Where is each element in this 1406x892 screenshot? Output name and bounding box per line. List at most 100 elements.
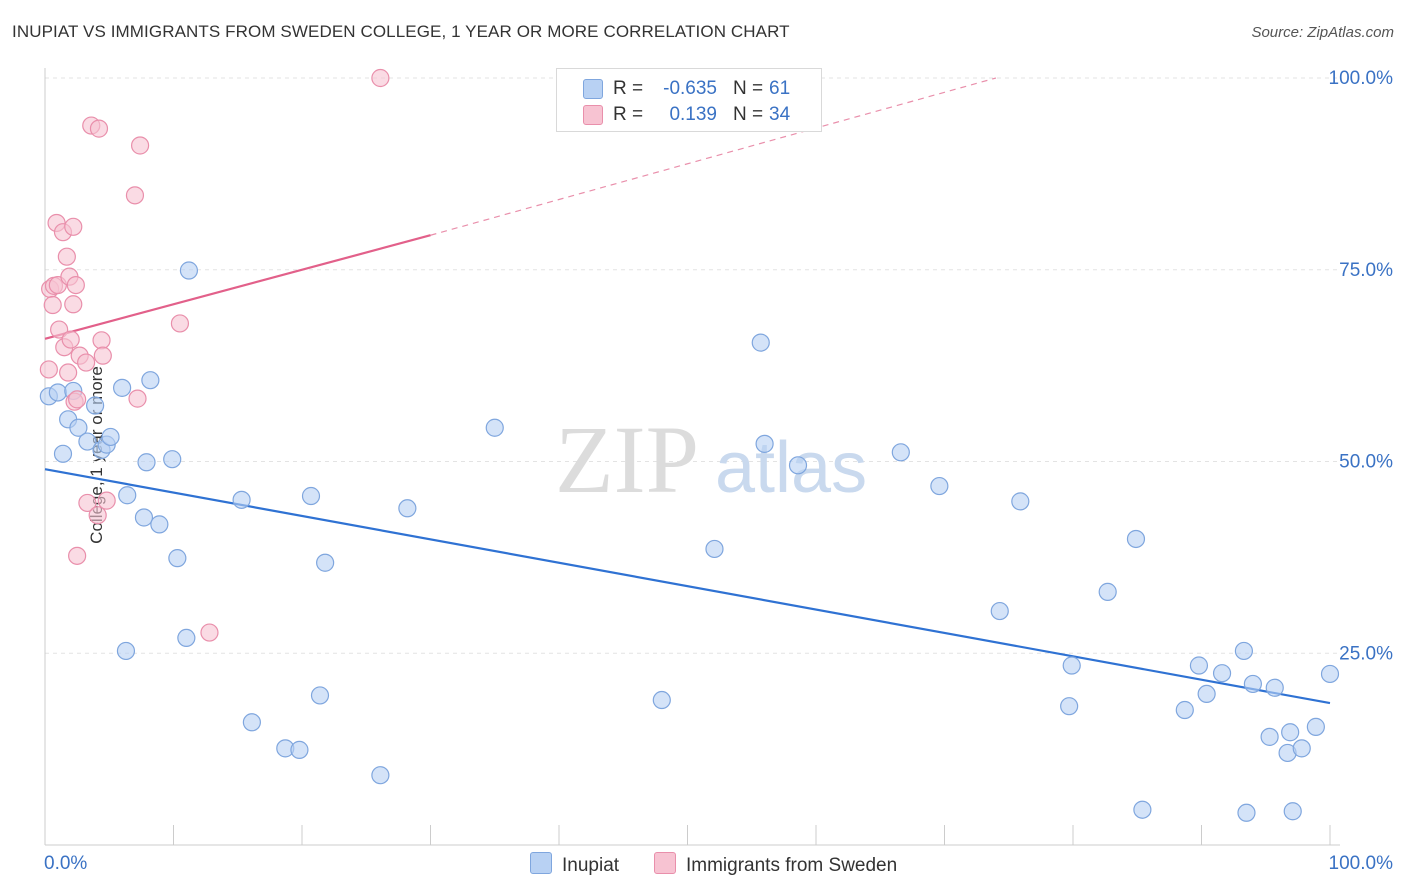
inupiat-point bbox=[1197, 684, 1216, 704]
inupiat-point bbox=[1281, 723, 1300, 742]
sweden-point bbox=[97, 491, 116, 510]
inupiat-point bbox=[177, 628, 196, 648]
legend-row-inupiat: R = -0.635 N = 61 bbox=[557, 75, 821, 101]
inupiat-point bbox=[1133, 800, 1152, 819]
legend-r-label: R = bbox=[613, 78, 644, 99]
sweden-point bbox=[125, 186, 145, 205]
sweden-trend-line bbox=[44, 234, 431, 340]
sweden-point bbox=[43, 295, 62, 315]
bottom-legend-swatch-pink bbox=[654, 852, 676, 874]
sweden-point bbox=[371, 68, 390, 88]
chart-title: INUPIAT VS IMMIGRANTS FROM SWEDEN COLLEG… bbox=[12, 22, 790, 41]
sweden-point bbox=[200, 623, 219, 642]
inupiat-point bbox=[137, 453, 156, 472]
sweden-point bbox=[68, 390, 87, 409]
grid bbox=[45, 77, 1340, 654]
inupiat-point bbox=[705, 539, 724, 559]
inupiat-point bbox=[1189, 656, 1209, 675]
inupiat-point bbox=[150, 515, 169, 534]
correlation-legend: R = -0.635 N = 61 R = 0.139 N = 34 bbox=[556, 68, 822, 132]
inupiat-point bbox=[310, 686, 330, 705]
bottom-legend-swatch-blue bbox=[530, 852, 552, 874]
sweden-point bbox=[170, 314, 190, 333]
trend-lines bbox=[44, 77, 1331, 705]
inupiat-point bbox=[652, 690, 671, 710]
legend-r-label: R = bbox=[613, 104, 644, 125]
sweden-point bbox=[88, 506, 107, 525]
inupiat-point bbox=[290, 740, 309, 759]
sweden-point bbox=[64, 295, 83, 314]
y-tick-label: 50.0% bbox=[1339, 452, 1393, 473]
legend-n-label: N = bbox=[733, 78, 764, 99]
inupiat-point bbox=[86, 396, 105, 415]
data-points bbox=[39, 68, 1340, 822]
inupiat-trend-line bbox=[44, 468, 1331, 705]
inupiat-point bbox=[316, 553, 335, 572]
inupiat-point bbox=[398, 499, 417, 518]
inupiat-point bbox=[1243, 674, 1263, 694]
sweden-point bbox=[61, 330, 80, 349]
sweden-point bbox=[77, 353, 96, 372]
inupiat-point bbox=[53, 444, 73, 463]
bottom-legend-label-sweden: Immigrants from Sweden bbox=[686, 855, 898, 876]
legend-swatch-pink bbox=[583, 105, 603, 125]
inupiat-point bbox=[751, 333, 770, 352]
sweden-point bbox=[92, 331, 111, 350]
inupiat-point bbox=[1175, 700, 1194, 720]
inupiat-point bbox=[116, 641, 136, 661]
inupiat-point bbox=[101, 427, 120, 447]
inupiat-point bbox=[930, 476, 949, 496]
inupiat-point bbox=[990, 601, 1009, 621]
inupiat-point bbox=[69, 418, 88, 437]
bottom-legend-label-inupiat: Inupiat bbox=[562, 855, 620, 876]
watermark: ZIP atlas bbox=[555, 406, 867, 513]
inupiat-point bbox=[112, 378, 132, 397]
legend-n-label: N = bbox=[733, 104, 764, 125]
sweden-point bbox=[59, 363, 78, 382]
inupiat-point bbox=[1292, 739, 1311, 758]
sweden-point bbox=[39, 360, 58, 379]
inupiat-point bbox=[1306, 717, 1325, 736]
inupiat-point bbox=[242, 713, 261, 732]
inupiat-point bbox=[1098, 582, 1117, 601]
legend-n-value: 61 bbox=[769, 78, 791, 99]
inupiat-point bbox=[1126, 529, 1146, 549]
inupiat-point bbox=[1237, 803, 1256, 822]
inupiat-point bbox=[1011, 492, 1030, 511]
inupiat-point bbox=[485, 418, 504, 437]
inupiat-point bbox=[78, 432, 97, 451]
sweden-point bbox=[78, 493, 97, 513]
bottom-legend-sweden: Immigrants from Sweden bbox=[654, 852, 897, 877]
inupiat-point bbox=[168, 549, 187, 568]
inupiat-point bbox=[179, 261, 199, 280]
legend-row-sweden: R = 0.139 N = 34 bbox=[557, 101, 821, 127]
inupiat-point bbox=[755, 434, 774, 453]
inupiat-point bbox=[371, 766, 390, 785]
inupiat-point bbox=[141, 371, 160, 390]
watermark-zip: ZIP bbox=[555, 406, 699, 513]
legend-swatch-blue bbox=[583, 79, 603, 99]
inupiat-point bbox=[788, 456, 808, 475]
x-tick-label-min: 0.0% bbox=[44, 853, 87, 874]
inupiat-point bbox=[163, 450, 182, 469]
sweden-point bbox=[57, 247, 76, 266]
sweden-point bbox=[93, 346, 112, 365]
inupiat-point bbox=[1212, 664, 1232, 683]
inupiat-point bbox=[1283, 802, 1302, 821]
sweden-point bbox=[66, 275, 85, 295]
inupiat-point bbox=[1265, 678, 1284, 697]
sweden-point bbox=[64, 217, 83, 236]
inupiat-point bbox=[1062, 656, 1081, 675]
inupiat-point bbox=[1320, 664, 1340, 684]
sweden-point bbox=[130, 136, 150, 155]
inupiat-point bbox=[48, 383, 67, 402]
y-tick-label: 100.0% bbox=[1329, 68, 1394, 89]
legend-n-value: 34 bbox=[769, 104, 791, 125]
inupiat-point bbox=[1260, 727, 1279, 746]
inupiat-point bbox=[134, 508, 154, 527]
legend-r-value: -0.635 bbox=[663, 78, 717, 99]
y-tick-label: 75.0% bbox=[1339, 260, 1393, 281]
sweden-point bbox=[89, 119, 109, 138]
sweden-trend-extension bbox=[430, 77, 997, 236]
